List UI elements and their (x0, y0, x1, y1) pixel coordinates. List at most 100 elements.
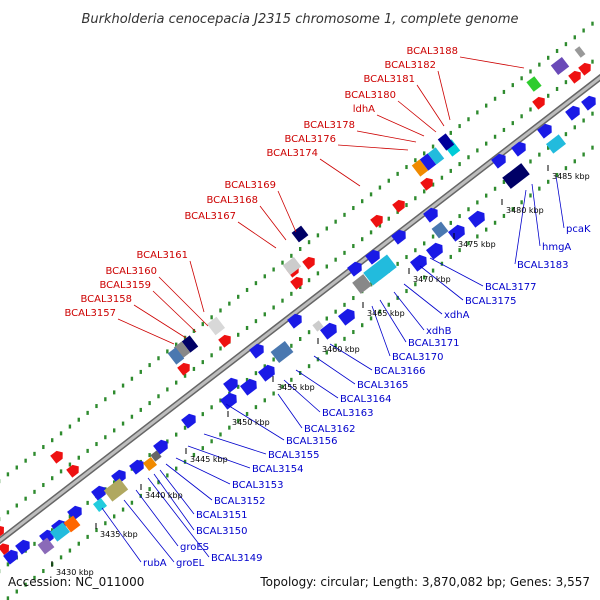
scale-tick-label: 3465 kbp (367, 309, 405, 318)
gene-label-bottom: xdhB (426, 326, 452, 337)
scale-tick-label: 3445 kbp (190, 455, 228, 464)
gene-glyph (347, 261, 362, 277)
gene-box (291, 225, 309, 243)
gene-label-top: BCAL3178 (303, 120, 355, 131)
scale-tick-label: 3455 kbp (277, 383, 315, 392)
gene-label-bottom: BCAL3151 (196, 510, 248, 521)
scale-tick-label: 3430 kbp (56, 568, 94, 577)
gene-box (431, 221, 449, 239)
gene-glyph (338, 308, 355, 326)
scale-tick-label: 3435 kbp (100, 530, 138, 539)
gene-label-bottom: pcaK (566, 224, 591, 235)
gene-glyph (423, 207, 438, 223)
scale-tick-label: 3460 kbp (322, 345, 360, 354)
gene-label-bottom: BCAL3164 (340, 394, 392, 405)
accession-text: Accession: NC_011000 (8, 575, 144, 589)
gene-label-bottom: BCAL3154 (252, 464, 304, 475)
gene-box (150, 450, 162, 462)
gene-label-bottom: BCAL3153 (232, 480, 284, 491)
gene-glyph (218, 334, 231, 348)
gene-label-top: ldhA (353, 104, 375, 115)
gene-box (37, 537, 55, 555)
gene-glyph (129, 459, 144, 475)
scale-tick-label: 3485 kbp (552, 172, 590, 181)
gene-glyph (410, 254, 427, 272)
gene-glyph (223, 377, 238, 393)
gene-box (502, 163, 530, 189)
scale-tick-label: 3480 kbp (506, 206, 544, 215)
gene-glyph (258, 364, 275, 382)
gene-label-bottom: BCAL3166 (374, 366, 426, 377)
gene-glyph (420, 177, 433, 191)
gene-label-bottom: BCAL3170 (392, 352, 444, 363)
gene-glyph (392, 199, 405, 213)
gene-box (92, 497, 108, 513)
gene-glyph (290, 276, 303, 290)
gene-label-bottom: rubA (143, 558, 167, 569)
gene-label-bottom: BCAL3150 (196, 526, 248, 537)
gene-glyph (468, 210, 485, 228)
gene-label-top: BCAL3161 (136, 250, 188, 261)
map-title: Burkholderia cenocepacia J2315 chromosom… (81, 12, 518, 27)
gene-glyph (0, 543, 9, 556)
gene-glyph (532, 96, 545, 110)
gene-glyph (249, 343, 264, 359)
gene-glyph (302, 256, 315, 270)
scale-tick-label: 3440 kbp (145, 491, 183, 500)
gene-label-bottom: BCAL3171 (408, 338, 460, 349)
gene-label-top: BCAL3176 (284, 134, 336, 145)
gene-box (352, 274, 372, 294)
gene-glyph (426, 242, 443, 260)
gene-box (63, 515, 81, 533)
gene-box (526, 76, 542, 92)
gene-box (546, 134, 566, 154)
gene-glyph (50, 450, 63, 464)
gene-box (427, 147, 445, 165)
gene-glyph (67, 505, 82, 521)
gene-glyph (448, 224, 465, 242)
gene-box (574, 46, 586, 58)
gene-glyph (568, 70, 581, 84)
gene-glyph (565, 105, 580, 121)
chromosome-backbone (0, 73, 600, 545)
scale-tick-label: 3450 kbp (232, 418, 270, 427)
gene-glyph (0, 525, 4, 538)
gene-box (50, 522, 70, 542)
gene-box (142, 456, 158, 472)
gene-label-bottom: BCAL3149 (211, 553, 263, 564)
gene-label-bottom: BCAL3162 (304, 424, 356, 435)
gene-label-bottom: hmgA (542, 242, 571, 253)
gene-glyph (240, 378, 257, 396)
gene-glyph (220, 392, 237, 410)
gene-label-top: BCAL3182 (384, 60, 436, 71)
gene-label-bottom: BCAL3152 (214, 496, 266, 507)
label-leaders (101, 56, 565, 563)
gene-box (419, 153, 437, 171)
gene-label-top: BCAL3160 (105, 266, 157, 277)
gene-label-bottom: groEL (176, 558, 205, 569)
gene-labels: BCAL3157 BCAL3158 BCAL3159 BCAL3160 BCAL3161… (64, 46, 591, 569)
genome-summary-text: Topology: circular; Length: 3,870,082 bp… (259, 575, 590, 589)
gene-box (363, 254, 397, 286)
gene-glyph (537, 123, 552, 139)
gene-glyph (39, 529, 54, 545)
gene-label-bottom: BCAL3177 (485, 282, 537, 293)
gene-features (0, 46, 596, 565)
gene-glyph (320, 322, 337, 340)
gene-label-bottom: BCAL3155 (268, 450, 320, 461)
gene-label-bottom: BCAL3165 (357, 380, 409, 391)
gene-label-top: BCAL3169 (224, 180, 276, 191)
gene-glyph (153, 439, 168, 455)
gene-box (103, 478, 129, 502)
gene-box (206, 316, 226, 336)
gene-glyph (511, 141, 526, 157)
gene-glyph (370, 214, 383, 228)
gene-label-top: BCAL3168 (206, 195, 258, 206)
gene-glyph (66, 464, 79, 478)
gene-glyph (391, 229, 406, 245)
gene-label-top: BCAL3159 (99, 280, 151, 291)
gene-label-top: BCAL3180 (344, 90, 396, 101)
gene-box (550, 56, 570, 76)
gene-label-bottom: BCAL3156 (286, 436, 338, 447)
scale-ticks: 3430 kbp 3435 kbp 3440 kbp 3445 kbp 3450 kbp… (51, 165, 590, 577)
